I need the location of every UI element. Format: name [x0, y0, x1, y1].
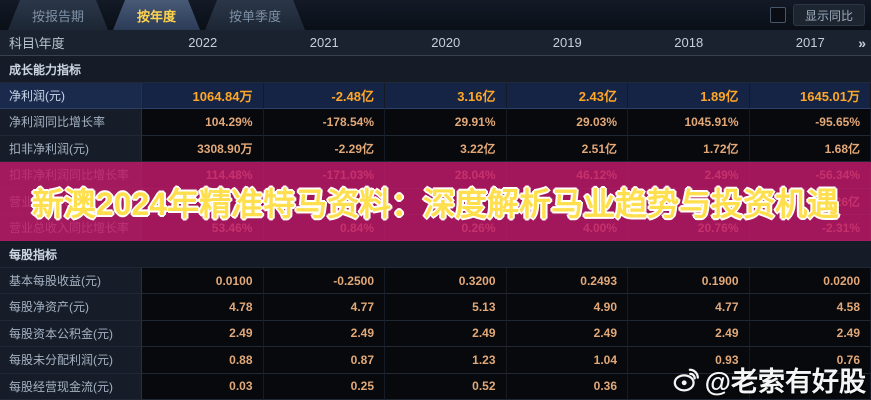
row-label: 扣非净利润(元)	[0, 135, 142, 163]
financial-table[interactable]: 科目\年度 2022 2021 2020 2019 2018 2017» 成长能力指标 净利润(…	[0, 30, 871, 400]
cell-value: 2.49%	[628, 162, 750, 189]
section-header: 成长能力指标	[0, 56, 871, 83]
cell-value: 4.58	[749, 294, 871, 321]
tab-by-year[interactable]: 按年度	[113, 0, 200, 30]
cell-value: 29.03%	[506, 109, 628, 136]
tab-by-single-quarter[interactable]: 按单季度	[205, 0, 305, 30]
show-yoy-toggle[interactable]: 显示同比	[792, 4, 865, 26]
cell-value: 1064.84万	[142, 82, 264, 110]
row-label: 每股资本公积金(元)	[0, 320, 142, 348]
cell-value: -178.54%	[263, 109, 385, 136]
cell-value: 0.25	[263, 373, 385, 400]
cell-value: 20.76%	[628, 215, 750, 242]
cell-value: 1.89亿	[628, 82, 750, 110]
row-label: 基本每股收益(元)	[0, 267, 142, 295]
cell-value: 3308.90万	[142, 135, 264, 163]
cell-value: 0.3200	[385, 267, 507, 295]
cell-value: 4.90	[506, 294, 628, 321]
cell-value	[628, 188, 750, 215]
cell-value	[506, 188, 628, 215]
cell-value: 0.88	[142, 347, 264, 374]
cell-value: -0.2500	[263, 267, 385, 295]
cell-value: 0.52	[385, 373, 507, 400]
section-header: 每股指标	[0, 241, 871, 268]
cell-value	[628, 373, 750, 400]
cell-value: -171.03%	[263, 162, 385, 189]
corner-header: 科目\年度	[0, 30, 142, 57]
cell-value: 5.13	[385, 294, 507, 321]
row-label: 每股经营现金流(元)	[0, 373, 142, 400]
year-header-2019: 2019	[506, 30, 628, 57]
cell-value	[263, 188, 385, 215]
cell-value: 4.78	[142, 294, 264, 321]
cell-value: 53.46%	[142, 215, 264, 242]
year-header-2021: 2021	[263, 30, 385, 57]
cell-value: 2.49	[749, 320, 871, 348]
cell-value: 0.76	[749, 347, 871, 374]
cell-value: -95.65%	[749, 109, 871, 136]
cell-value: 4.00%	[506, 215, 628, 242]
row-label: 净利润(元)	[0, 82, 142, 110]
cell-value: 0.0200	[749, 267, 871, 295]
cell-value: 4.77	[628, 294, 750, 321]
cell-value: 114.48%	[142, 162, 264, 189]
row-label: 营业总收入同比增长率	[0, 215, 142, 242]
cell-value: -56.34%	[749, 162, 871, 189]
cell-value: 28.04%	[385, 162, 507, 189]
cell-value: 1.68亿	[749, 135, 871, 163]
show-yoy-checkbox[interactable]	[769, 7, 786, 23]
tab-by-report-period[interactable]: 按报告期	[8, 0, 108, 30]
cell-value: 1645.01万	[749, 82, 871, 110]
cell-value: -2.31%	[749, 215, 871, 242]
cell-value: -2.29亿	[263, 135, 385, 163]
cell-value: 0.03	[142, 373, 264, 400]
cell-value: 2.43亿	[506, 82, 628, 110]
cell-value	[385, 188, 507, 215]
cell-value: 0.2493	[506, 267, 628, 295]
row-label: 每股净资产(元)	[0, 294, 142, 321]
cell-value: 3.16亿	[385, 82, 507, 110]
cell-value: 2.49	[628, 320, 750, 348]
cell-value: 3.22亿	[385, 135, 507, 163]
cell-value: 46.12%	[506, 162, 628, 189]
row-label: 每股未分配利润(元)	[0, 347, 142, 374]
cell-value: 2.49	[263, 320, 385, 348]
cell-value: 2.49	[142, 320, 264, 348]
cell-value: 0.26%	[385, 215, 507, 242]
row-label: 营业总收入(元)	[0, 188, 142, 215]
year-header-2018: 2018	[628, 30, 750, 57]
cell-value: 1.72亿	[628, 135, 750, 163]
cell-value: 0.36	[506, 373, 628, 400]
cell-value: 4.77	[263, 294, 385, 321]
cell-value: 1045.91%	[628, 109, 750, 136]
year-header-2017: 2017»	[749, 30, 871, 57]
cell-value: 1.23	[385, 347, 507, 374]
period-tabbar: 按报告期 按年度 按单季度 显示同比	[0, 0, 871, 30]
cell-value: 2.51亿	[506, 135, 628, 163]
yoy-controls: 显示同比	[769, 4, 865, 26]
cell-value: 0.93	[628, 347, 750, 374]
cell-value: 21.26亿	[749, 188, 871, 215]
cell-value: -2.48亿	[263, 82, 385, 110]
cell-value	[142, 188, 264, 215]
cell-value: 0.87	[263, 347, 385, 374]
cell-value: 1.04	[506, 347, 628, 374]
cell-value: 2.49	[385, 320, 507, 348]
cell-value: 0.84%	[263, 215, 385, 242]
row-label: 扣非净利润同比增长率	[0, 162, 142, 189]
cell-value: 0.0100	[142, 267, 264, 295]
row-label: 净利润同比增长率	[0, 109, 142, 136]
more-years-icon[interactable]: »	[858, 34, 866, 51]
cell-value: 2.49	[506, 320, 628, 348]
cell-value: 0.1900	[628, 267, 750, 295]
cell-value	[749, 373, 871, 400]
year-header-2020: 2020	[385, 30, 507, 57]
year-header-2022: 2022	[142, 30, 264, 57]
cell-value: 104.29%	[142, 109, 264, 136]
cell-value: 29.91%	[385, 109, 507, 136]
